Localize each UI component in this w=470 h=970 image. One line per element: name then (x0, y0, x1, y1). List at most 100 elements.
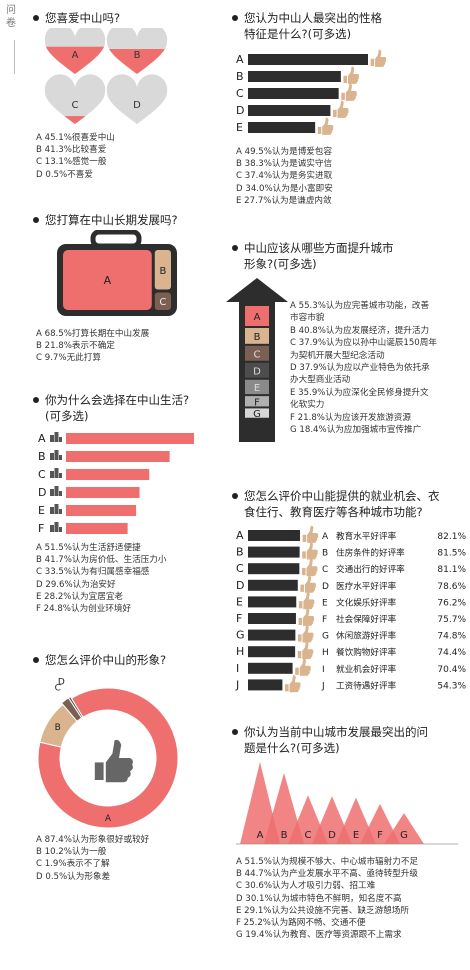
arrow-seg-d (245, 362, 269, 378)
q1-legend: A 45.1%很喜爱中山 B 41.3%比较喜爱 C 13.1%感觉一般 D 0.5%… (36, 132, 115, 181)
label-letter: I (322, 665, 325, 675)
q4-donut-chart: A B CD (37, 678, 179, 829)
legend-item: A 55.3%认为应完善城市功能，改善 (290, 301, 430, 311)
bar-e (66, 505, 137, 516)
legend-item: A 51.5%认为生活舒适便捷 (36, 543, 141, 553)
building-icon (50, 432, 62, 442)
q2-title: 您打算在中山长期发展吗? (33, 212, 178, 228)
arrow-label-g: G (253, 409, 261, 420)
bar-letter: F (38, 522, 44, 535)
label-letter: E (322, 598, 328, 608)
bar-letter: E (236, 595, 243, 608)
legend-item: G 19.4%认为教育、医疗等资源跟不上需求 (236, 930, 402, 941)
q8-title: 你认为当前中山城市发展最突出的问 题是什么?(可多选) (232, 724, 428, 756)
label-letter: F (322, 615, 327, 625)
legend-item: C 30.6%认为人才吸引力弱、招工难 (236, 881, 376, 892)
legend-item: D 30.1%认为城市特色不鲜明，知名度不高 (236, 893, 402, 904)
label-value: 81.5% (437, 549, 466, 559)
thumbs-up-icon (341, 83, 357, 101)
bar-e (248, 122, 316, 133)
bar-letter: G (236, 629, 245, 642)
legend-item: E 28.2%认为宜居宜老 (36, 591, 124, 602)
side-label: 问卷 (6, 5, 16, 29)
arrow-seg-b (245, 328, 269, 344)
label-text: 住房条件的好评率 (336, 547, 405, 559)
bar-letter: C (236, 87, 244, 100)
q6-legend: A 55.3%认为应完善城市功能，改善 市容市貌 B 40.8%认为应发展经济，提升… (290, 300, 437, 436)
label-text: 教育水平好评率 (336, 530, 397, 542)
q6-title: 中山应该从哪些方面提升城市 形象?(可多选) (232, 240, 394, 272)
legend-item: B 40.8%认为应发展经济，提升活力 (290, 325, 430, 336)
bar-letter: E (236, 121, 243, 134)
label-value: 74.4% (437, 648, 466, 658)
triangle-label-g: G (400, 830, 408, 841)
bar-f (66, 523, 128, 534)
thumbs-up-icon (302, 526, 319, 543)
legend-item: D 37.9%认为应以产业特色为依托承 (290, 363, 430, 374)
thumbs-up-icon (298, 608, 315, 626)
legend-item: A 51.5%认为规模不够大、中心城市辐射力不足 (236, 857, 419, 867)
triangle-label-f: F (377, 830, 383, 841)
heart-fill (45, 116, 105, 124)
arrow-seg-c (245, 345, 269, 361)
bar-letter: D (38, 486, 46, 499)
label-letter: A (322, 532, 329, 542)
bar-letter: C (38, 468, 46, 481)
legend-item-cont: 办大型商业活动 (290, 375, 351, 386)
bar-letter: D (236, 104, 244, 117)
building-icon (50, 486, 62, 496)
q1-hearts-chart: A B C D (44, 28, 168, 124)
thumbs-up-icon (343, 66, 360, 84)
bar-letter: I (236, 662, 239, 675)
heart-c: C (44, 74, 106, 124)
bar-d (66, 487, 140, 498)
legend-item: A 45.1%很喜爱中山 (36, 133, 115, 143)
bar-letter: F (236, 612, 242, 625)
label-value: 81.1% (437, 565, 466, 575)
bar-c (66, 469, 150, 480)
legend-item: B 10.2%认为一般 (36, 847, 107, 858)
bar-a (248, 54, 368, 65)
building-icon (50, 468, 62, 478)
legend-item-cont: 化软实力 (290, 400, 325, 411)
bar-letter: H (236, 645, 244, 658)
legend-item: A 49.5%认为是博爱包容 (236, 147, 333, 157)
q4-legend: A 87.4%认为形象很好或较好 B 10.2%认为一般 C 1.9%表示不了解 D … (36, 834, 149, 883)
triangle-label-e: E (353, 830, 359, 841)
q7-title: 您怎么评价中山能提供的就业机会、衣 食住行、教育医疗等各种城市功能? (232, 488, 440, 520)
label-value: 78.6% (437, 582, 466, 592)
label-letter: C (322, 565, 328, 575)
q3-legend: A 51.5%认为生活舒适便捷 B 41.7%认为房价低、生活压力小 C 33.5%… (36, 542, 166, 615)
label-letter: J (321, 681, 325, 691)
label-value: 76.2% (437, 598, 466, 608)
legend-item: C 33.5%认为有归属感幸福感 (36, 567, 150, 578)
heart-shape (44, 74, 106, 124)
legend-item: G 18.4%认为应加强城市宣传推广 (290, 425, 422, 436)
bar-e (248, 596, 297, 608)
building-icon (50, 450, 62, 460)
legend-item: F 25.2%认为路网不畅、交通不便 (236, 918, 366, 929)
label-letter: B (322, 549, 328, 559)
heart-d: D (106, 74, 168, 124)
legend-item: B 41.3%比较喜爱 (36, 145, 107, 156)
bar-d (248, 579, 298, 591)
thumbs-up-icon (302, 542, 318, 560)
legend-item: B 38.3%认为是诚实守信 (236, 159, 333, 170)
q3-title: 你为什么会选择在中山生活? (可多选) (33, 392, 189, 424)
label-value: 74.8% (437, 632, 466, 642)
label-value: 54.3% (437, 681, 466, 691)
bar-g (248, 629, 296, 641)
q4-title: 您怎么评价中山的形象? (33, 652, 166, 668)
q2-legend: A 68.5%打算长期在中山发展 B 21.8%表示不确定 C 9.7%无此打算 (36, 328, 149, 365)
thumbs-up-icon (317, 117, 334, 135)
label-text: 餐饮购物好评率 (336, 646, 397, 658)
label-letter: G (322, 632, 329, 642)
donut-label-d: D (58, 678, 65, 688)
bar-letter: J (235, 678, 239, 691)
thumbs-up-icon (297, 625, 314, 643)
legend-item: E 35.9%认为应深化全民修身提升文 (290, 387, 429, 398)
donut-slice-a (37, 687, 179, 829)
bar-letter: A (38, 432, 46, 445)
legend-item: C 37.4%认为是务实进取 (236, 171, 333, 182)
bar-a (66, 433, 194, 444)
